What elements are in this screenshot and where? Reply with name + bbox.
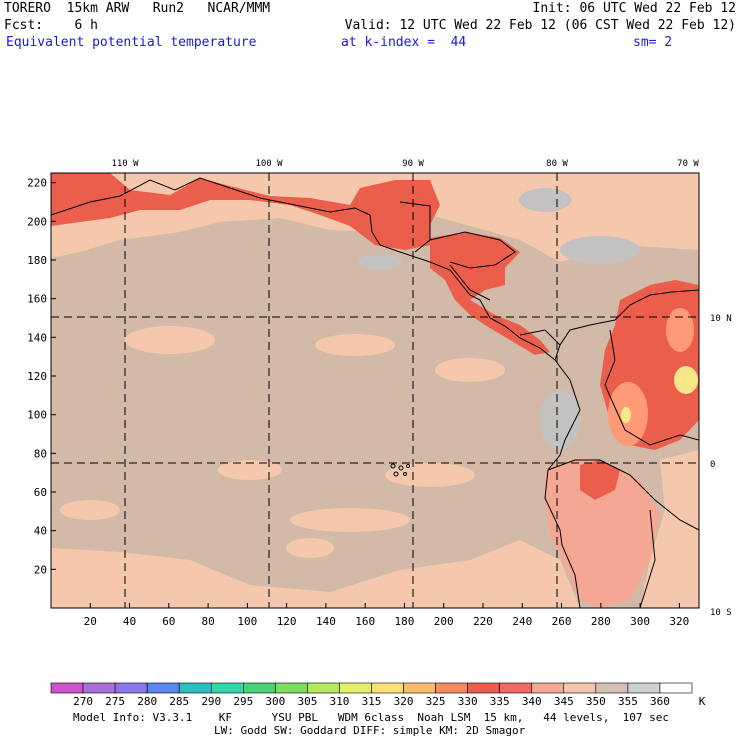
- andes-warm-region: [545, 458, 660, 608]
- x-tick-label: 40: [123, 615, 136, 628]
- ocean-warm-patch: [435, 358, 505, 382]
- south-warm-band: [51, 540, 580, 608]
- border-panama: [519, 329, 561, 346]
- field-name: Equivalent potential temperature: [6, 35, 257, 50]
- longitude-label: 90 W: [402, 159, 424, 169]
- y-tick-label: 40: [34, 525, 47, 538]
- y-tick-label: 120: [27, 370, 47, 383]
- y-tick-label: 80: [34, 447, 47, 460]
- central-america-hot-region: [430, 232, 550, 355]
- forecast-hour: Fcst: 6 h: [4, 18, 98, 33]
- amazon-warm-region: [640, 450, 699, 608]
- x-tick-label: 320: [669, 615, 689, 628]
- x-tick-label: 300: [630, 615, 650, 628]
- y-tick-label: 100: [27, 409, 47, 422]
- ocean-warm-patch: [385, 463, 475, 487]
- galapagos-islands: [390, 463, 410, 477]
- ocean-warm-patch: [125, 326, 215, 354]
- x-tick-label: 260: [552, 615, 572, 628]
- y-tick-label: 60: [34, 486, 47, 499]
- level-label: at k-index = 44: [341, 35, 467, 50]
- y-tick-label: 140: [27, 331, 47, 344]
- peak-region: [621, 407, 631, 423]
- y-tick-label: 160: [27, 293, 47, 306]
- x-tick-label: 220: [473, 615, 493, 628]
- grey-patch: [540, 390, 580, 450]
- coastline-mexico: [51, 177, 556, 361]
- x-tick-label: 140: [316, 615, 336, 628]
- x-tick-label: 20: [84, 615, 97, 628]
- border-brazil: [639, 509, 656, 608]
- peak-region: [674, 366, 698, 394]
- x-tick-label: 280: [591, 615, 611, 628]
- latitude-label: 0: [710, 460, 715, 470]
- latitude-label: 10 N: [710, 314, 732, 324]
- model-run-title: TORERO 15km ARW Run2 NCAR/MMM: [4, 1, 271, 16]
- longitude-label: 80 W: [546, 159, 568, 169]
- latitude-label: 10 S: [710, 608, 732, 618]
- longitude-label: 70 W: [677, 159, 699, 169]
- border-nicaragua: [449, 264, 491, 301]
- grey-patch: [560, 236, 640, 264]
- longitude-label: 100 W: [255, 159, 283, 169]
- y-tick-label: 200: [27, 215, 47, 228]
- y-tick-label: 180: [27, 254, 47, 267]
- andes-hot-region: [580, 460, 620, 500]
- border-peru: [599, 459, 699, 531]
- smoothing-label: sm= 2: [633, 35, 673, 50]
- ocean-warm-patch: [286, 538, 334, 558]
- y-tick-label: 20: [34, 563, 47, 576]
- border-guatemala: [399, 201, 431, 253]
- grey-patch: [519, 188, 571, 212]
- x-tick-label: 60: [162, 615, 175, 628]
- coastline-caribbean: [554, 289, 699, 361]
- ocean-warm-patch: [60, 500, 120, 520]
- x-tick-label: 160: [355, 615, 375, 628]
- ocean-warm-patch: [290, 508, 410, 532]
- valid-time: Valid: 12 UTC Wed 22 Feb 12 (06 CST Wed …: [344, 18, 736, 33]
- ocean-warm-patch: [218, 460, 282, 480]
- physics-info-line: LW: Godd SW: Goddard DIFF: simple KM: 2D…: [214, 724, 526, 737]
- ocean-warm-patch: [315, 334, 395, 356]
- x-tick-label: 120: [277, 615, 297, 628]
- border-honduras: [429, 231, 516, 269]
- x-tick-label: 100: [237, 615, 257, 628]
- border-colombia: [604, 329, 699, 446]
- x-tick-label: 80: [201, 615, 214, 628]
- grey-patch: [358, 254, 402, 270]
- x-tick-label: 200: [434, 615, 454, 628]
- longitude-label: 110 W: [111, 159, 139, 169]
- init-time: Init: 06 UTC Wed 22 Feb 12: [532, 1, 737, 16]
- hot-spot: [666, 308, 694, 352]
- x-tick-label: 240: [512, 615, 532, 628]
- y-tick-label: 220: [27, 177, 47, 190]
- map-frame: [50, 172, 700, 609]
- x-tick-label: 180: [395, 615, 415, 628]
- model-info-line: Model Info: V3.3.1 KF YSU PBL WDM 6class…: [73, 711, 670, 724]
